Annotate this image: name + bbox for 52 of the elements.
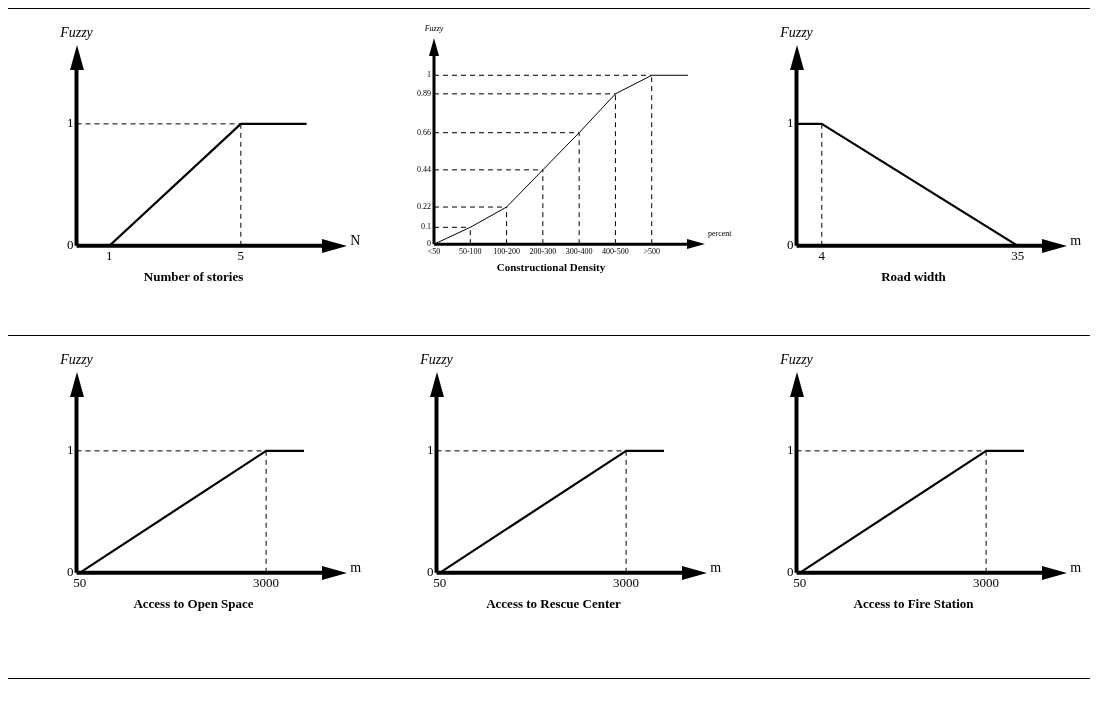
y-tick-label: 0 [67, 237, 74, 253]
y-axis-title: Fuzzy [779, 351, 814, 367]
x-tick-label: 50 [793, 575, 807, 591]
x-tick-label: >500 [643, 247, 660, 257]
y-tick-label: 1 [67, 115, 74, 131]
x-tick-label: 50 [73, 575, 87, 591]
y-tick-label: 0.89 [417, 88, 431, 98]
x-tick-label: 3000 [253, 575, 280, 591]
y-tick-label: 1 [427, 70, 431, 80]
x-axis-title: m [1070, 559, 1082, 575]
y-axis-title: Fuzzy [423, 24, 445, 33]
x-axis-title: m [350, 559, 362, 575]
y-tick-label: 1 [787, 442, 794, 458]
y-tick-label: 0 [787, 564, 794, 580]
y-axis-title: Fuzzy [59, 351, 94, 367]
x-axis-title: m [710, 559, 722, 575]
x-axis-title: percent [708, 229, 732, 239]
x-tick-label: <50 [427, 247, 441, 257]
x-tick-label: 400-500 [602, 247, 629, 257]
text: Constructional Density [496, 261, 606, 274]
y-tick-label: 1 [787, 115, 794, 131]
y-axis-title: Fuzzy [59, 24, 94, 40]
x-axis-title: N [350, 232, 361, 248]
y-axis-title: Fuzzy [779, 24, 814, 40]
y-tick-label: 0.44 [417, 164, 431, 174]
y-tick-label: 0 [787, 237, 794, 253]
y-tick-label: 1 [427, 442, 434, 458]
x-tick-label: 1 [106, 248, 113, 264]
y-tick-label: 0 [427, 239, 431, 249]
x-tick-label: 100-200 [493, 247, 520, 257]
x-tick-label: 5 [237, 248, 245, 264]
x-tick-label: 200-300 [529, 247, 557, 257]
x-tick-label: 35 [1011, 248, 1025, 264]
x-tick-label: 50-100 [458, 247, 482, 257]
text: Road width [881, 268, 947, 284]
x-tick-label: 4 [818, 248, 826, 264]
y-tick-label: 0 [67, 564, 74, 580]
text: Number of stories [143, 268, 244, 284]
y-tick-label: 0 [427, 564, 434, 580]
y-tick-label: 0.1 [421, 222, 431, 232]
y-tick-label: 0.66 [417, 127, 431, 137]
y-axis-title: Fuzzy [419, 351, 454, 367]
y-tick-label: 0.22 [417, 202, 431, 212]
text: Access to Rescue Center [486, 595, 622, 611]
x-tick-label: 300-400 [565, 247, 593, 257]
y-tick-label: 1 [67, 442, 74, 458]
x-axis-title: m [1070, 232, 1082, 248]
text: Access to Fire Station [853, 595, 975, 611]
x-tick-label: 3000 [613, 575, 640, 591]
text: Access to Open Space [133, 595, 254, 611]
x-tick-label: 3000 [973, 575, 1000, 591]
x-tick-label: 50 [433, 575, 447, 591]
